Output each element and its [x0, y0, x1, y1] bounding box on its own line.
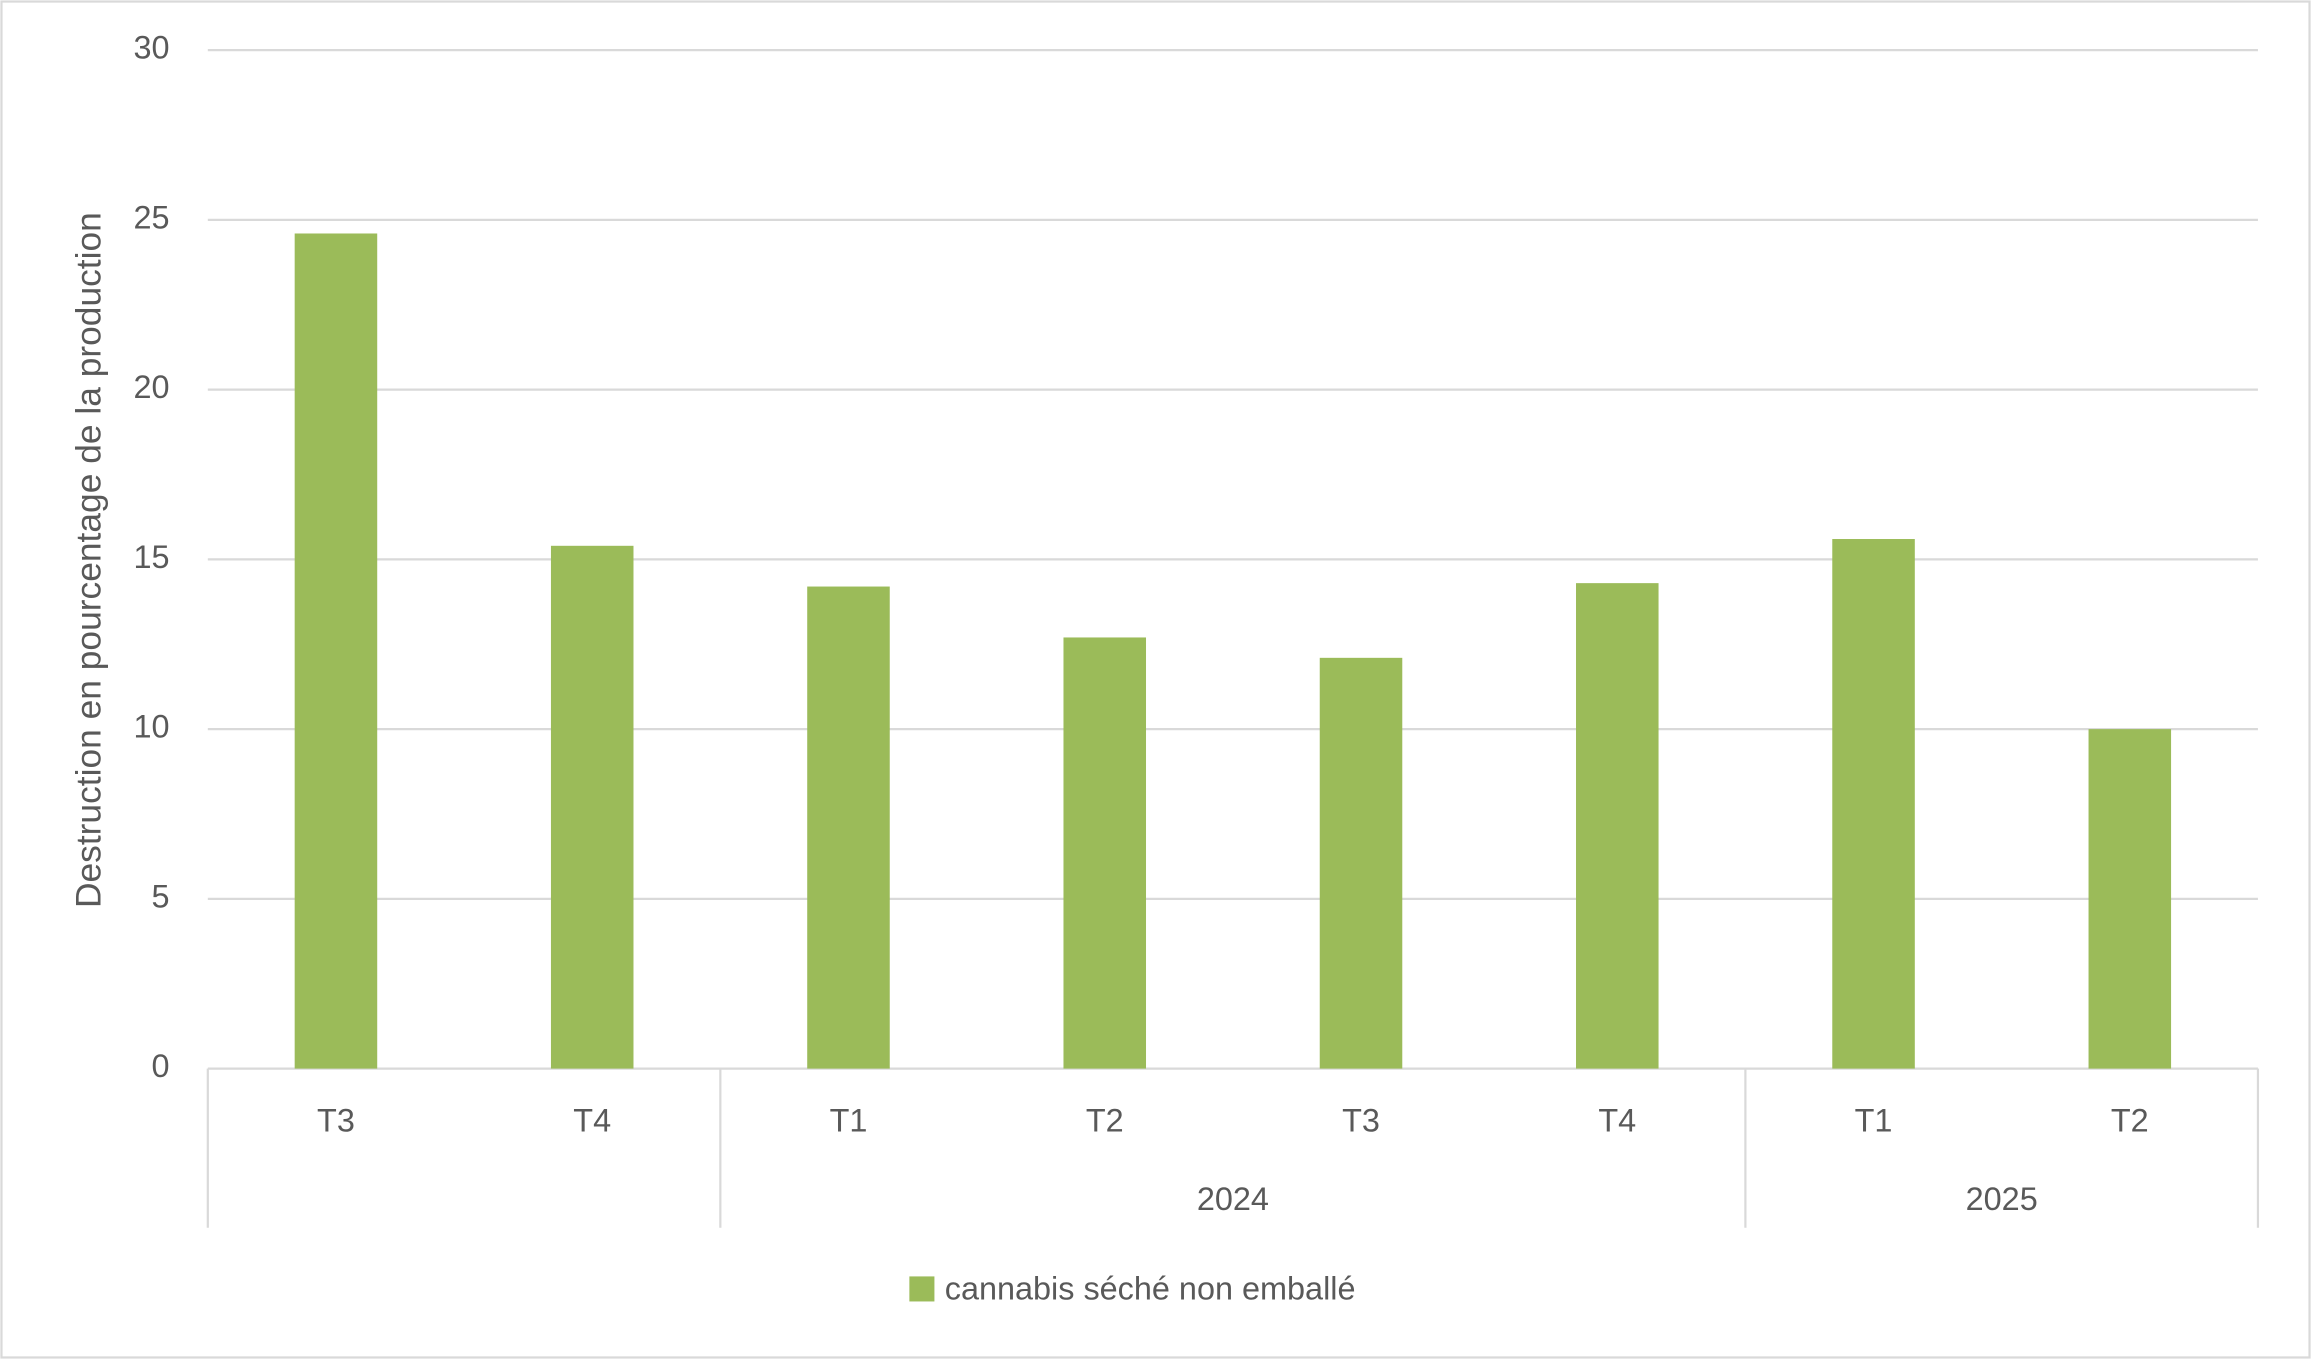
group-label: 2025: [1966, 1181, 2038, 1217]
x-tick-label: T4: [1598, 1103, 1636, 1139]
bar: [1576, 583, 1659, 1069]
bar: [294, 233, 378, 1069]
y-tick-label: 15: [133, 539, 169, 575]
y-tick-label: 10: [133, 709, 169, 745]
x-tick-label: T4: [573, 1103, 611, 1139]
legend-label: cannabis séché non emballé: [945, 1271, 1356, 1307]
x-tick-label: T1: [1855, 1103, 1893, 1139]
y-tick-label: 25: [133, 199, 169, 235]
y-axis-label: Destruction en pourcentage de la product…: [70, 212, 109, 908]
y-tick-label: 0: [151, 1048, 169, 1084]
group-label: 2024: [1197, 1181, 1269, 1217]
y-tick-label: 30: [133, 30, 169, 66]
bar: [1319, 657, 1403, 1069]
x-tick-label: T1: [830, 1103, 868, 1139]
y-tick-label: 5: [151, 878, 169, 914]
bar: [2088, 729, 2172, 1069]
x-tick-label: T2: [2111, 1103, 2149, 1139]
x-tick-label: T3: [1342, 1103, 1380, 1139]
legend-swatch: [909, 1276, 935, 1302]
y-tick-label: 20: [133, 369, 169, 405]
bar: [1832, 539, 1915, 1069]
x-tick-label: T2: [1086, 1103, 1124, 1139]
bar: [550, 545, 634, 1069]
bar: [1063, 637, 1147, 1069]
x-tick-label: T3: [317, 1103, 355, 1139]
bar: [807, 586, 890, 1069]
